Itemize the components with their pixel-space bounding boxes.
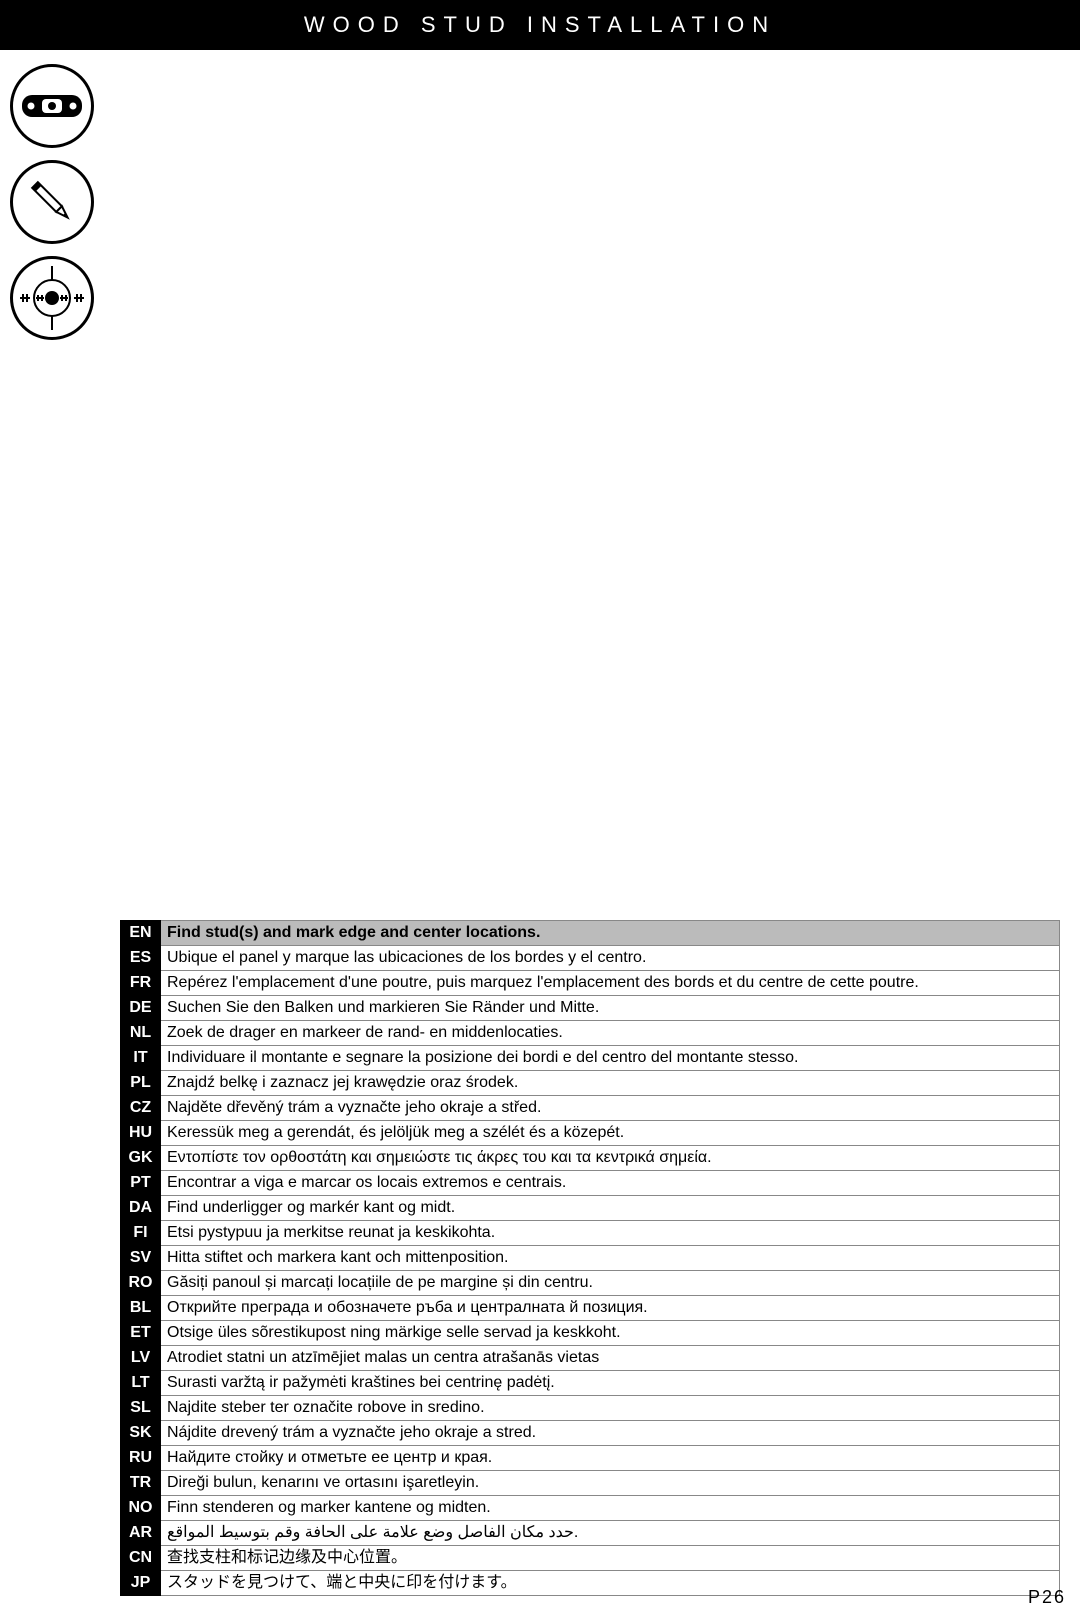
table-row: PTEncontrar a viga e marcar os locais ex… — [121, 1171, 1060, 1196]
lang-code: EN — [121, 921, 161, 946]
table-row: NOFinn stenderen og marker kantene og mi… — [121, 1496, 1060, 1521]
table-row: HUKeressük meg a gerendát, és jelöljük m… — [121, 1121, 1060, 1146]
table-row: CN查找支柱和标记边缘及中心位置。 — [121, 1546, 1060, 1571]
lang-text: Hitta stiftet och markera kant och mitte… — [161, 1246, 1060, 1271]
lang-code: NO — [121, 1496, 161, 1521]
lang-text: Najdite steber ter označite robove in sr… — [161, 1396, 1060, 1421]
table-row: PLZnajdź belkę i zaznacz jej krawędzie o… — [121, 1071, 1060, 1096]
lang-text: Keressük meg a gerendát, és jelöljük meg… — [161, 1121, 1060, 1146]
lang-code: IT — [121, 1046, 161, 1071]
lang-code: DE — [121, 996, 161, 1021]
lang-code: CN — [121, 1546, 161, 1571]
lang-text: Find stud(s) and mark edge and center lo… — [161, 921, 1060, 946]
lang-text: Znajdź belkę i zaznacz jej krawędzie ora… — [161, 1071, 1060, 1096]
table-row: TRDireği bulun, kenarını ve ortasını işa… — [121, 1471, 1060, 1496]
lang-text: Encontrar a viga e marcar os locais extr… — [161, 1171, 1060, 1196]
table-row: ITIndividuare il montante e segnare la p… — [121, 1046, 1060, 1071]
lang-code: NL — [121, 1021, 161, 1046]
lang-code: GK — [121, 1146, 161, 1171]
table-row: CZNajděte dřevěný trám a vyznačte jeho o… — [121, 1096, 1060, 1121]
lang-code: JP — [121, 1571, 161, 1596]
lang-code: AR — [121, 1521, 161, 1546]
lang-code: SK — [121, 1421, 161, 1446]
lang-code: RU — [121, 1446, 161, 1471]
lang-code: ET — [121, 1321, 161, 1346]
lang-code: BL — [121, 1296, 161, 1321]
lang-text: Найдите стойку и отметьте ее центр и кра… — [161, 1446, 1060, 1471]
lang-text: Najděte dřevěný trám a vyznačte jeho okr… — [161, 1096, 1060, 1121]
table-row: ETOtsige üles sõrestikupost ning märkige… — [121, 1321, 1060, 1346]
lang-text: Găsiți panoul și marcați locațiile de pe… — [161, 1271, 1060, 1296]
lang-text: Etsi pystypuu ja merkitse reunat ja kesk… — [161, 1221, 1060, 1246]
lang-code: LT — [121, 1371, 161, 1396]
table-row: NLZoek de drager en markeer de rand- en … — [121, 1021, 1060, 1046]
lang-code: FI — [121, 1221, 161, 1246]
translation-table-wrap: ENFind stud(s) and mark edge and center … — [120, 920, 1060, 1596]
lang-code: TR — [121, 1471, 161, 1496]
lang-text: Repérez l'emplacement d'une poutre, puis… — [161, 971, 1060, 996]
lang-text: Find underligger og markér kant og midt. — [161, 1196, 1060, 1221]
lang-code: PL — [121, 1071, 161, 1096]
lang-text: Suchen Sie den Balken und markieren Sie … — [161, 996, 1060, 1021]
lang-text: حدد مكان الفاصل وضع علامة على الحافة وقم… — [161, 1521, 1060, 1546]
table-row: JPスタッドを見つけて、端と中央に印を付けます。 — [121, 1571, 1060, 1596]
lang-text: Atrodiet statni un atzīmējiet malas un c… — [161, 1346, 1060, 1371]
table-row: DESuchen Sie den Balken und markieren Si… — [121, 996, 1060, 1021]
page-header: WOOD STUD INSTALLATION — [0, 0, 1080, 50]
lang-text: 查找支柱和标记边缘及中心位置。 — [161, 1546, 1060, 1571]
table-row: FIEtsi pystypuu ja merkitse reunat ja ke… — [121, 1221, 1060, 1246]
lang-text: Otsige üles sõrestikupost ning märkige s… — [161, 1321, 1060, 1346]
lang-code: CZ — [121, 1096, 161, 1121]
table-row: SKNájdite drevený trám a vyznačte jeho o… — [121, 1421, 1060, 1446]
lang-code: PT — [121, 1171, 161, 1196]
target-icon — [10, 256, 94, 340]
table-row: ENFind stud(s) and mark edge and center … — [121, 921, 1060, 946]
table-row: LVAtrodiet statni un atzīmējiet malas un… — [121, 1346, 1060, 1371]
table-row: SLNajdite steber ter označite robove in … — [121, 1396, 1060, 1421]
lang-text: Открийте преграда и обозначете ръба и це… — [161, 1296, 1060, 1321]
table-row: GKΕντοπίστε τον ορθοστάτη και σημειώστε … — [121, 1146, 1060, 1171]
lang-text: Nájdite drevený trám a vyznačte jeho okr… — [161, 1421, 1060, 1446]
table-row: SVHitta stiftet och markera kant och mit… — [121, 1246, 1060, 1271]
header-title: WOOD STUD INSTALLATION — [304, 12, 776, 37]
icon-column — [10, 64, 94, 340]
lang-text: Εντοπίστε τον ορθοστάτη και σημειώστε τι… — [161, 1146, 1060, 1171]
lang-text: Ubique el panel y marque las ubicaciones… — [161, 946, 1060, 971]
table-row: BLОткрийте преграда и обозначете ръба и … — [121, 1296, 1060, 1321]
table-row: ROGăsiți panoul și marcați locațiile de … — [121, 1271, 1060, 1296]
lang-code: DA — [121, 1196, 161, 1221]
table-row: ARحدد مكان الفاصل وضع علامة على الحافة و… — [121, 1521, 1060, 1546]
pencil-icon — [10, 160, 94, 244]
lang-code: SV — [121, 1246, 161, 1271]
table-row: LTSurasti varžtą ir pažymėti kraštines b… — [121, 1371, 1060, 1396]
table-row: ESUbique el panel y marque las ubicacion… — [121, 946, 1060, 971]
lang-text: Finn stenderen og marker kantene og midt… — [161, 1496, 1060, 1521]
page-number: P26 — [1028, 1587, 1066, 1608]
lang-code: SL — [121, 1396, 161, 1421]
lang-text: Surasti varžtą ir pažymėti kraštines bei… — [161, 1371, 1060, 1396]
table-row: RUНайдите стойку и отметьте ее центр и к… — [121, 1446, 1060, 1471]
level-icon — [10, 64, 94, 148]
lang-text: Zoek de drager en markeer de rand- en mi… — [161, 1021, 1060, 1046]
lang-code: HU — [121, 1121, 161, 1146]
translation-table: ENFind stud(s) and mark edge and center … — [120, 920, 1060, 1596]
lang-text: Direği bulun, kenarını ve ortasını işare… — [161, 1471, 1060, 1496]
table-row: DAFind underligger og markér kant og mid… — [121, 1196, 1060, 1221]
lang-code: LV — [121, 1346, 161, 1371]
table-row: FRRepérez l'emplacement d'une poutre, pu… — [121, 971, 1060, 996]
lang-code: RO — [121, 1271, 161, 1296]
lang-code: FR — [121, 971, 161, 996]
lang-code: ES — [121, 946, 161, 971]
lang-text: スタッドを見つけて、端と中央に印を付けます。 — [161, 1571, 1060, 1596]
lang-text: Individuare il montante e segnare la pos… — [161, 1046, 1060, 1071]
